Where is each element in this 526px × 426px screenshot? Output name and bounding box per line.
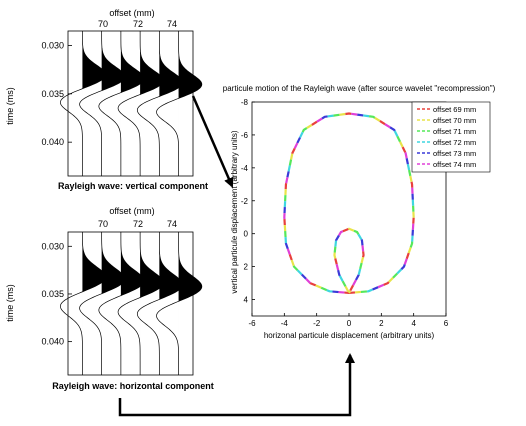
trace-line [136, 232, 183, 375]
trace-fill [120, 232, 145, 375]
plot-frame [67, 231, 194, 376]
y-tick-label: 0.030 [41, 241, 64, 251]
y-tick-label: 0.040 [41, 337, 64, 347]
x-tick-label: 0 [347, 319, 352, 328]
y-tick-label: 0.030 [41, 41, 64, 51]
trace-line [60, 232, 107, 375]
panel-title: offset (mm) [109, 206, 154, 216]
x-tick-label: 74 [167, 19, 177, 29]
y-tick-label: -6 [241, 131, 249, 140]
y-tick-label: -8 [241, 98, 249, 107]
trace-line [117, 31, 164, 176]
trace-line [98, 232, 145, 375]
x-tick-label: 4 [411, 319, 416, 328]
trace-fill [82, 232, 106, 375]
legend: offset 69 mm offset 70 mm offset 71 mm offs… [411, 101, 491, 173]
series-line [283, 112, 415, 295]
trace-line [98, 30, 145, 176]
connector-arrows [118, 95, 355, 417]
arrow-horizontal-to-motion [118, 353, 355, 417]
trace-line [156, 31, 203, 176]
legend-box [411, 101, 491, 173]
x-tick-label: 70 [98, 19, 108, 29]
series-line [283, 112, 415, 295]
y-tick-label: 0.035 [41, 289, 64, 299]
x-tick-label: 6 [444, 319, 449, 328]
series-line [283, 112, 415, 295]
y-tick-label: -4 [241, 164, 249, 173]
y-axis-label: vertical particule displacement (arbitra… [230, 130, 239, 294]
x-tick-label: 72 [133, 219, 143, 229]
trace-fill [159, 232, 183, 375]
trace-line [79, 31, 126, 176]
particle-motion-panel: particule motion of the Rayleigh wave (a… [223, 84, 496, 340]
chart-title: particule motion of the Rayleigh wave (a… [223, 84, 496, 93]
legend-entry: offset 69 mm [433, 105, 476, 114]
trace-fill [101, 31, 125, 176]
y-tick-label: 0 [244, 230, 249, 239]
caption: Rayleigh wave: vertical component [58, 181, 208, 191]
x-tick-label: 70 [98, 219, 108, 229]
trace-line [156, 232, 203, 375]
panel-title: offset (mm) [109, 8, 154, 18]
y-axis-label: time (ms) [5, 87, 15, 125]
legend-entry: offset 74 mm [433, 160, 476, 169]
series-line [283, 112, 415, 295]
trace-line [136, 31, 183, 176]
legend-entry: offset 72 mm [433, 138, 476, 147]
trace-fill [178, 31, 202, 176]
y-axis-label: time (ms) [5, 284, 15, 322]
series-line [283, 112, 415, 295]
horizontal-component-panel: offset (mm) 70 72 74 time (ms) Rayleigh … [5, 206, 214, 391]
legend-entry: offset 70 mm [433, 116, 476, 125]
trace-fill [159, 31, 183, 176]
trace-fill [178, 232, 202, 375]
y-tick-label: 4 [244, 296, 249, 305]
x-tick-label: -6 [248, 319, 256, 328]
trace-line [117, 232, 164, 375]
trace-fill [120, 31, 145, 176]
x-tick-label: 72 [133, 19, 143, 29]
arrow-vertical-to-motion [191, 95, 234, 188]
trace-line [60, 30, 107, 176]
trace-fill [101, 232, 125, 375]
trace-fill [140, 232, 164, 375]
vertical-component-panel: offset (mm) 70 72 74 time (ms) Rayleigh … [5, 8, 208, 191]
trace-fill [82, 31, 106, 176]
x-axis-label: horizonal particule displacement (arbitr… [264, 331, 435, 340]
series-line [283, 112, 415, 295]
x-tick-label: 74 [167, 219, 177, 229]
y-tick-label: -2 [241, 197, 249, 206]
x-tick-label: -2 [313, 319, 321, 328]
y-tick-label: 0.035 [41, 89, 64, 99]
x-tick-label: 2 [379, 319, 384, 328]
trace-fill [140, 31, 164, 176]
trace-line [79, 232, 126, 375]
plot-frame [67, 30, 194, 177]
y-tick-label: 0.040 [41, 137, 64, 147]
x-tick-label: -4 [281, 319, 289, 328]
y-tick-label: 2 [244, 263, 249, 272]
caption: Rayleigh wave: horizontal component [52, 381, 214, 391]
legend-entry: offset 73 mm [433, 149, 476, 158]
legend-entry: offset 71 mm [433, 127, 476, 136]
